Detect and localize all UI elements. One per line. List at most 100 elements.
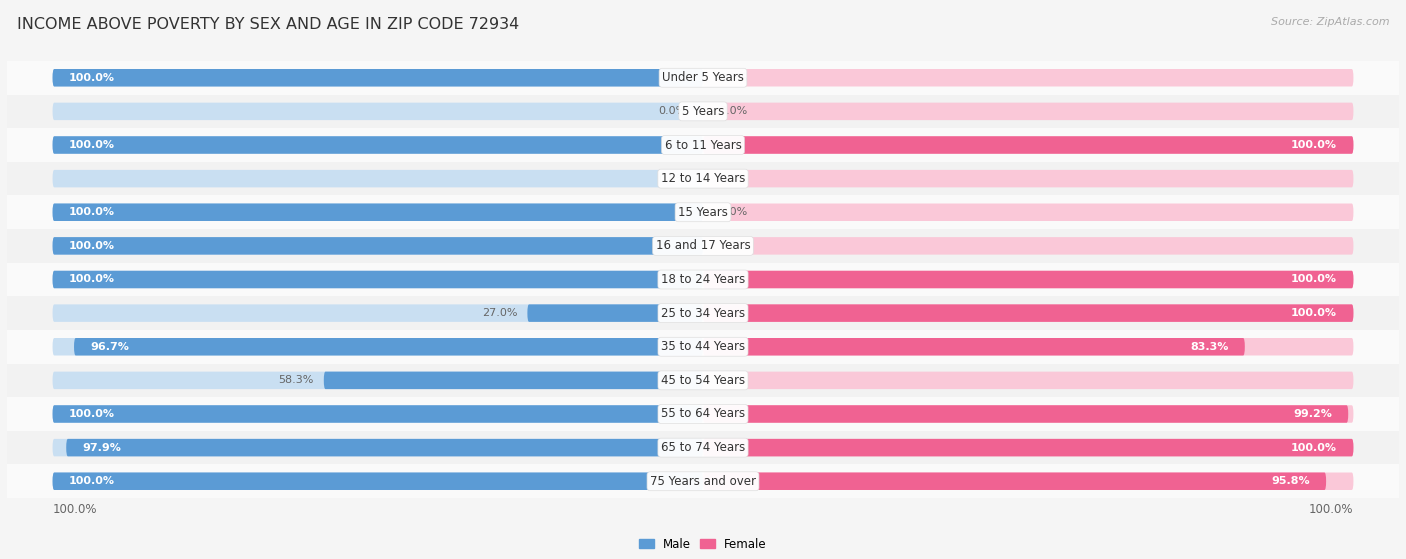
FancyBboxPatch shape — [703, 136, 1354, 154]
Text: 83.3%: 83.3% — [1191, 342, 1229, 352]
Text: 75 Years and over: 75 Years and over — [650, 475, 756, 488]
FancyBboxPatch shape — [52, 472, 703, 490]
FancyBboxPatch shape — [52, 237, 703, 254]
FancyBboxPatch shape — [52, 170, 703, 187]
FancyBboxPatch shape — [703, 271, 1354, 288]
FancyBboxPatch shape — [703, 439, 1354, 456]
FancyBboxPatch shape — [703, 305, 1354, 322]
Bar — [7, 363, 1399, 397]
FancyBboxPatch shape — [703, 372, 1354, 389]
Text: 55 to 64 Years: 55 to 64 Years — [661, 408, 745, 420]
Bar — [7, 330, 1399, 363]
FancyBboxPatch shape — [703, 405, 1348, 423]
FancyBboxPatch shape — [703, 69, 1354, 87]
Text: 100.0%: 100.0% — [1309, 503, 1354, 516]
FancyBboxPatch shape — [52, 271, 703, 288]
Text: 0.0%: 0.0% — [658, 174, 686, 183]
FancyBboxPatch shape — [52, 203, 703, 221]
FancyBboxPatch shape — [703, 271, 1354, 288]
FancyBboxPatch shape — [52, 305, 703, 322]
FancyBboxPatch shape — [52, 372, 703, 389]
Text: Under 5 Years: Under 5 Years — [662, 71, 744, 84]
FancyBboxPatch shape — [323, 372, 703, 389]
FancyBboxPatch shape — [703, 237, 1354, 254]
Text: 5 Years: 5 Years — [682, 105, 724, 118]
Bar — [7, 465, 1399, 498]
Text: 0.0%: 0.0% — [720, 174, 748, 183]
FancyBboxPatch shape — [703, 472, 1354, 490]
FancyBboxPatch shape — [52, 136, 703, 154]
Text: 96.7%: 96.7% — [90, 342, 129, 352]
Text: 58.3%: 58.3% — [278, 376, 314, 385]
Text: 27.0%: 27.0% — [482, 308, 517, 318]
Text: 100.0%: 100.0% — [69, 476, 115, 486]
Text: 100.0%: 100.0% — [1291, 274, 1337, 285]
FancyBboxPatch shape — [703, 103, 1354, 120]
Bar — [7, 263, 1399, 296]
Text: 16 and 17 Years: 16 and 17 Years — [655, 239, 751, 252]
Text: 100.0%: 100.0% — [69, 73, 115, 83]
Text: 100.0%: 100.0% — [1291, 140, 1337, 150]
FancyBboxPatch shape — [52, 271, 703, 288]
FancyBboxPatch shape — [703, 203, 1354, 221]
Text: 100.0%: 100.0% — [1291, 443, 1337, 453]
Text: 0.0%: 0.0% — [720, 376, 748, 385]
Text: 99.2%: 99.2% — [1294, 409, 1331, 419]
FancyBboxPatch shape — [703, 136, 1354, 154]
Legend: Male, Female: Male, Female — [634, 533, 772, 555]
Text: 18 to 24 Years: 18 to 24 Years — [661, 273, 745, 286]
Text: 0.0%: 0.0% — [720, 106, 748, 116]
FancyBboxPatch shape — [703, 338, 1244, 356]
Text: 95.8%: 95.8% — [1271, 476, 1310, 486]
FancyBboxPatch shape — [527, 305, 703, 322]
Text: 25 to 34 Years: 25 to 34 Years — [661, 307, 745, 320]
Text: 97.9%: 97.9% — [83, 443, 121, 453]
Text: INCOME ABOVE POVERTY BY SEX AND AGE IN ZIP CODE 72934: INCOME ABOVE POVERTY BY SEX AND AGE IN Z… — [17, 17, 519, 32]
Text: 45 to 54 Years: 45 to 54 Years — [661, 374, 745, 387]
Text: 15 Years: 15 Years — [678, 206, 728, 219]
FancyBboxPatch shape — [703, 405, 1354, 423]
Bar — [7, 296, 1399, 330]
FancyBboxPatch shape — [52, 237, 703, 254]
Text: 100.0%: 100.0% — [1291, 308, 1337, 318]
Text: 100.0%: 100.0% — [69, 409, 115, 419]
Bar — [7, 128, 1399, 162]
FancyBboxPatch shape — [703, 439, 1354, 456]
FancyBboxPatch shape — [703, 170, 1354, 187]
FancyBboxPatch shape — [703, 305, 1354, 322]
FancyBboxPatch shape — [52, 472, 703, 490]
Text: 35 to 44 Years: 35 to 44 Years — [661, 340, 745, 353]
FancyBboxPatch shape — [52, 136, 703, 154]
Text: 0.0%: 0.0% — [720, 241, 748, 251]
Text: 0.0%: 0.0% — [658, 106, 686, 116]
FancyBboxPatch shape — [52, 439, 703, 456]
FancyBboxPatch shape — [703, 472, 1326, 490]
FancyBboxPatch shape — [52, 69, 703, 87]
FancyBboxPatch shape — [75, 338, 703, 356]
Text: 100.0%: 100.0% — [69, 274, 115, 285]
Text: 12 to 14 Years: 12 to 14 Years — [661, 172, 745, 185]
Bar — [7, 431, 1399, 465]
Text: 100.0%: 100.0% — [69, 140, 115, 150]
Text: 65 to 74 Years: 65 to 74 Years — [661, 441, 745, 454]
Text: 0.0%: 0.0% — [720, 207, 748, 217]
Bar — [7, 229, 1399, 263]
FancyBboxPatch shape — [703, 338, 1354, 356]
Bar — [7, 162, 1399, 196]
Bar — [7, 61, 1399, 94]
FancyBboxPatch shape — [52, 405, 703, 423]
Text: Source: ZipAtlas.com: Source: ZipAtlas.com — [1271, 17, 1389, 27]
FancyBboxPatch shape — [66, 439, 703, 456]
Bar — [7, 196, 1399, 229]
Bar — [7, 94, 1399, 128]
Text: 100.0%: 100.0% — [69, 241, 115, 251]
FancyBboxPatch shape — [52, 69, 703, 87]
FancyBboxPatch shape — [52, 103, 703, 120]
FancyBboxPatch shape — [52, 203, 703, 221]
FancyBboxPatch shape — [52, 405, 703, 423]
Bar — [7, 397, 1399, 431]
Text: 100.0%: 100.0% — [69, 207, 115, 217]
Text: 0.0%: 0.0% — [720, 73, 748, 83]
Text: 6 to 11 Years: 6 to 11 Years — [665, 139, 741, 151]
Text: 100.0%: 100.0% — [52, 503, 97, 516]
